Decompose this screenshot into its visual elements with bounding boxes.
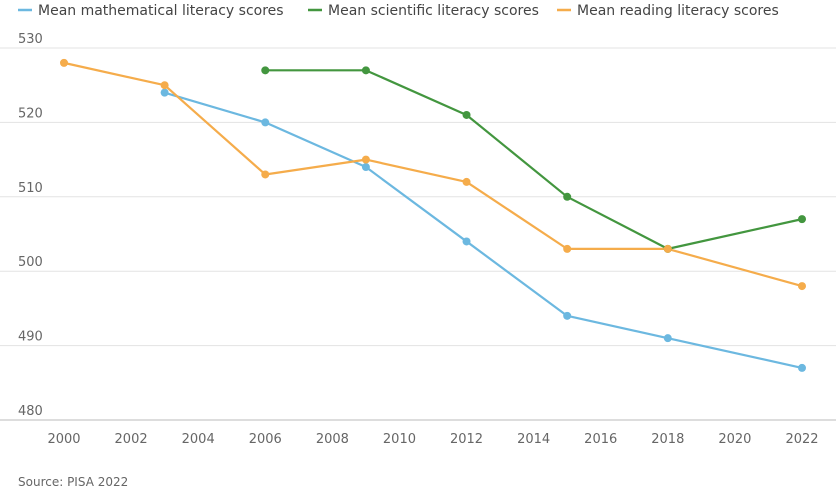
source-note: Source: PISA 2022 <box>18 475 128 489</box>
legend-label: Mean reading literacy scores <box>577 3 779 19</box>
data-point <box>798 215 806 224</box>
x-tick-label: 2012 <box>450 432 483 447</box>
data-point <box>663 334 672 343</box>
x-tick-label: 2022 <box>785 432 818 447</box>
data-point <box>261 170 270 179</box>
legend: Mean mathematical literacy scores Mean sc… <box>18 3 779 19</box>
data-point <box>563 244 572 253</box>
y-tick-label: 530 <box>18 32 43 47</box>
y-axis-ticks: 480 490 500 510 520 530 <box>18 32 43 419</box>
x-tick-label: 2014 <box>517 432 550 447</box>
x-tick-label: 2018 <box>651 432 684 447</box>
y-tick-label: 520 <box>18 106 43 121</box>
x-tick-label: 2006 <box>249 432 282 447</box>
series-lines <box>63 61 803 369</box>
y-tick-label: 510 <box>18 181 43 196</box>
y-tick-label: 490 <box>18 330 43 345</box>
legend-label: Mean scientific literacy scores <box>328 3 539 19</box>
data-point <box>361 155 370 164</box>
data-point <box>462 177 471 186</box>
y-tick-label: 480 <box>18 404 43 419</box>
series-line-0 <box>164 91 803 369</box>
data-point <box>60 58 68 67</box>
x-axis-ticks: 2000 2002 2004 2006 2008 2010 2012 2014 2016 2018… <box>47 432 818 447</box>
x-tick-label: 2000 <box>47 432 80 447</box>
data-point <box>563 192 572 201</box>
x-tick-label: 2016 <box>584 432 617 447</box>
series-line-2 <box>63 61 803 288</box>
series-points <box>60 58 806 372</box>
data-point <box>160 88 169 97</box>
data-point <box>798 282 806 291</box>
data-point <box>261 118 270 127</box>
legend-label: Mean mathematical literacy scores <box>38 3 284 19</box>
x-tick-label: 2008 <box>316 432 349 447</box>
data-point <box>160 81 169 90</box>
gridlines <box>0 47 836 421</box>
data-point <box>663 244 672 253</box>
data-point <box>361 66 370 75</box>
y-tick-label: 500 <box>18 255 43 270</box>
series-line-1 <box>265 69 803 250</box>
x-tick-label: 2004 <box>182 432 215 447</box>
data-point <box>798 363 806 372</box>
x-tick-label: 2010 <box>383 432 416 447</box>
x-tick-label: 2002 <box>115 432 148 447</box>
x-tick-label: 2020 <box>718 432 751 447</box>
data-point <box>361 163 370 172</box>
data-point <box>563 311 572 320</box>
data-point <box>261 66 270 75</box>
data-point <box>462 110 471 119</box>
data-point <box>462 237 471 246</box>
